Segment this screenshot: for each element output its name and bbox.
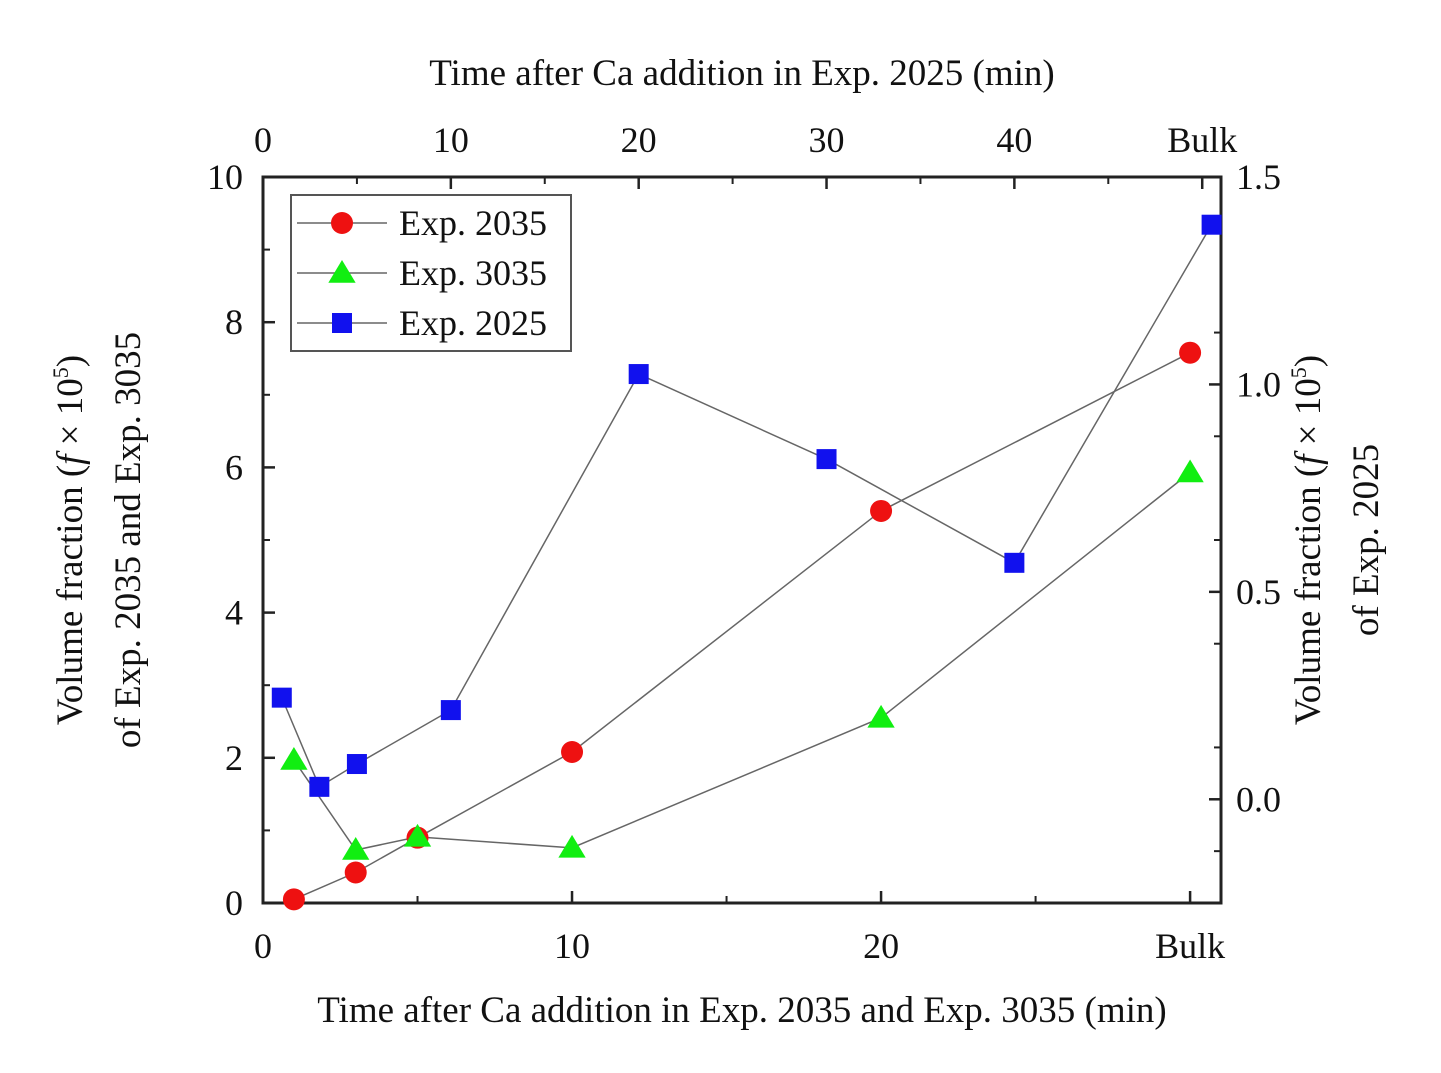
data-point-exp-2025 bbox=[1004, 552, 1025, 573]
legend-marker-exp-2025 bbox=[332, 313, 352, 333]
data-point-exp-3035 bbox=[280, 746, 308, 770]
right-axis-title-line1: Volume fraction (f × 105) bbox=[1286, 355, 1329, 725]
left-axis-title-line2: of Exp. 2035 and Exp. 3035 bbox=[108, 332, 149, 748]
left-axis-title-line1: Volume fraction (f × 105) bbox=[48, 355, 91, 725]
right-tick-label: 1.5 bbox=[1236, 157, 1281, 197]
right-axis-title-line2: of Exp. 2025 bbox=[1346, 444, 1387, 636]
legend-marker-exp-3035 bbox=[328, 260, 356, 283]
top-tick-label: 20 bbox=[621, 120, 657, 160]
legend-label-exp-3035: Exp. 3035 bbox=[399, 253, 547, 293]
right-tick-label: 0.0 bbox=[1236, 779, 1281, 819]
left-tick-label: 10 bbox=[207, 157, 243, 197]
data-point-exp-3035 bbox=[867, 704, 895, 728]
data-point-exp-2025 bbox=[440, 700, 461, 721]
data-point-exp-2035 bbox=[344, 861, 367, 884]
series-line-exp-2035 bbox=[293, 352, 1191, 901]
legend-marker-exp-2035 bbox=[331, 212, 353, 234]
data-point-exp-3035 bbox=[403, 823, 432, 847]
right-axis-title: Volume fraction (f × 105) of Exp. 2025 bbox=[1286, 355, 1387, 725]
legend-label-exp-2035: Exp. 2035 bbox=[399, 203, 547, 243]
bottom-tick-label: 0 bbox=[254, 926, 272, 966]
bottom-tick-label: 20 bbox=[863, 926, 899, 966]
data-point-exp-2025 bbox=[816, 449, 837, 470]
data-point-exp-2035 bbox=[282, 888, 305, 911]
data-point-exp-2035 bbox=[870, 499, 893, 522]
data-point-exp-2035 bbox=[561, 740, 584, 763]
left-tick-label: 4 bbox=[225, 593, 243, 633]
data-point-exp-2025 bbox=[346, 754, 367, 775]
top-tick-label: 40 bbox=[996, 120, 1032, 160]
left-tick-label: 0 bbox=[225, 883, 243, 923]
right-tick-label: 0.5 bbox=[1236, 572, 1281, 612]
legend: Exp. 2035 Exp. 3035 Exp. 2025 bbox=[290, 194, 572, 352]
left-tick-label: 8 bbox=[225, 302, 243, 342]
bottom-tick-label: 10 bbox=[554, 926, 590, 966]
data-point-exp-3035 bbox=[1176, 459, 1204, 483]
data-point-exp-3035 bbox=[558, 834, 586, 858]
axis-titles-group: Time after Ca addition in Exp. 2035 and … bbox=[48, 53, 1387, 1031]
right-tick-label: 1.0 bbox=[1236, 364, 1281, 404]
top-tick-label: 30 bbox=[809, 120, 845, 160]
data-point-exp-2035 bbox=[1179, 341, 1202, 364]
data-point-exp-2025 bbox=[1201, 214, 1222, 235]
axes-group: 0 10 20 Bulk 0 10 20 30 40 Bulk 0 2 4 6 8 10 0.0 0.5 1.0 1.… bbox=[207, 120, 1281, 966]
left-axis-title: Volume fraction (f × 105) of Exp. 2035 an… bbox=[48, 332, 149, 748]
bottom-tick-label: Bulk bbox=[1155, 926, 1225, 966]
top-tick-label: 10 bbox=[433, 120, 469, 160]
data-point-exp-2025 bbox=[628, 364, 649, 385]
data-point-exp-2025 bbox=[309, 776, 330, 797]
left-tick-label: 6 bbox=[225, 447, 243, 487]
series-line-exp-3035 bbox=[293, 471, 1191, 851]
top-tick-label: Bulk bbox=[1167, 120, 1237, 160]
series-markers-group bbox=[271, 214, 1222, 911]
left-tick-label: 2 bbox=[225, 738, 243, 778]
legend-label-exp-2025: Exp. 2025 bbox=[399, 303, 547, 343]
data-point-exp-2025 bbox=[271, 687, 292, 708]
data-point-exp-3035 bbox=[342, 837, 370, 860]
bottom-axis-title: Time after Ca addition in Exp. 2035 and … bbox=[317, 990, 1167, 1031]
top-tick-label: 0 bbox=[254, 120, 272, 160]
top-axis-title: Time after Ca addition in Exp. 2025 (min… bbox=[429, 53, 1055, 94]
